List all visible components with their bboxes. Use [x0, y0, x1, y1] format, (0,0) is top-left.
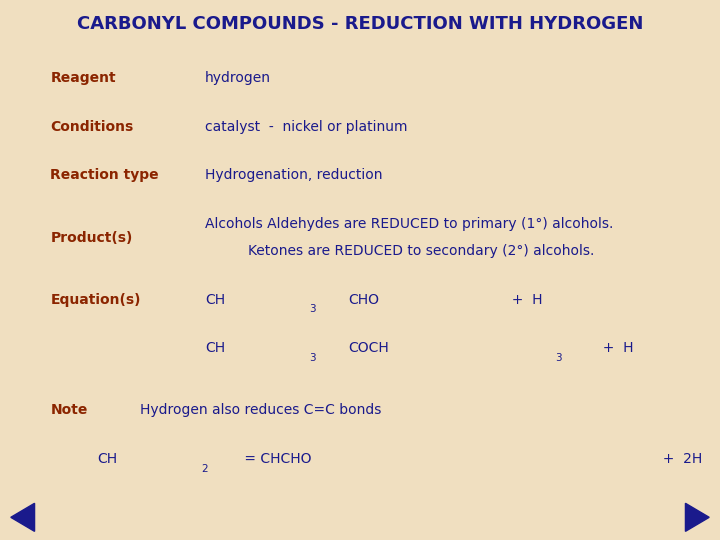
Text: +  2H: + 2H — [654, 452, 703, 466]
Text: Hydrogen also reduces C=C bonds: Hydrogen also reduces C=C bonds — [140, 403, 382, 417]
Text: 2: 2 — [201, 464, 207, 474]
Text: Reaction type: Reaction type — [50, 168, 159, 183]
Text: = CHCHO: = CHCHO — [240, 452, 311, 466]
Polygon shape — [11, 503, 35, 531]
Text: +  H: + H — [594, 341, 634, 355]
Text: Equation(s): Equation(s) — [50, 293, 141, 307]
Text: CH: CH — [205, 341, 225, 355]
Text: CARBONYL COMPOUNDS - REDUCTION WITH HYDROGEN: CARBONYL COMPOUNDS - REDUCTION WITH HYDR… — [77, 15, 643, 33]
Text: catalyst  -  nickel or platinum: catalyst - nickel or platinum — [205, 120, 408, 134]
Text: CH: CH — [97, 452, 117, 466]
Text: CHO: CHO — [348, 293, 379, 307]
Text: Product(s): Product(s) — [50, 231, 132, 245]
Text: hydrogen: hydrogen — [205, 71, 271, 85]
Text: Conditions: Conditions — [50, 120, 134, 134]
Text: Hydrogenation, reduction: Hydrogenation, reduction — [205, 168, 383, 183]
Text: +  H: + H — [503, 293, 543, 307]
Text: Alcohols Aldehydes are REDUCED to primary (1°) alcohols.: Alcohols Aldehydes are REDUCED to primar… — [205, 217, 613, 231]
Text: CH: CH — [205, 293, 225, 307]
Polygon shape — [685, 503, 709, 531]
Text: Note: Note — [50, 403, 88, 417]
Text: 3: 3 — [309, 305, 315, 314]
Text: Reagent: Reagent — [50, 71, 116, 85]
Text: 3: 3 — [309, 353, 315, 363]
Text: Ketones are REDUCED to secondary (2°) alcohols.: Ketones are REDUCED to secondary (2°) al… — [248, 244, 595, 258]
Text: COCH: COCH — [348, 341, 389, 355]
Text: 3: 3 — [555, 353, 562, 363]
